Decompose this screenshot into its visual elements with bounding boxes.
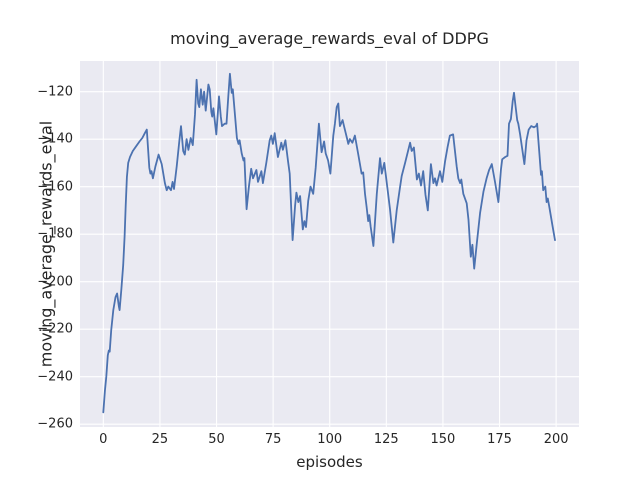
y-tick-label: −260 [37, 416, 73, 432]
x-tick-label: 125 [373, 432, 399, 447]
y-tick-label: −200 [37, 274, 73, 290]
y-tick-label: −240 [37, 369, 73, 385]
x-axis-label: episodes [296, 453, 363, 471]
y-tick-label: −160 [37, 179, 73, 195]
chart-title: moving_average_rewards_eval of DDPG [170, 29, 489, 48]
x-tick-label: 200 [543, 432, 569, 447]
y-tick-label: −120 [37, 84, 73, 100]
plot-area [80, 61, 579, 427]
x-tick-label: 50 [208, 432, 225, 447]
x-tick-label: 0 [99, 432, 108, 447]
series-moving_average_rewards_eval [102, 72, 556, 414]
x-tick-label: 100 [317, 432, 343, 447]
line-chart [80, 61, 579, 427]
x-tick-label: 150 [430, 432, 456, 447]
x-tick-label: 25 [151, 432, 169, 447]
y-tick-label: −220 [37, 321, 73, 337]
x-tick-label: 175 [487, 432, 512, 447]
y-tick-label: −140 [37, 131, 73, 147]
y-tick-label: −180 [37, 226, 73, 242]
x-tick-label: 75 [264, 432, 282, 447]
